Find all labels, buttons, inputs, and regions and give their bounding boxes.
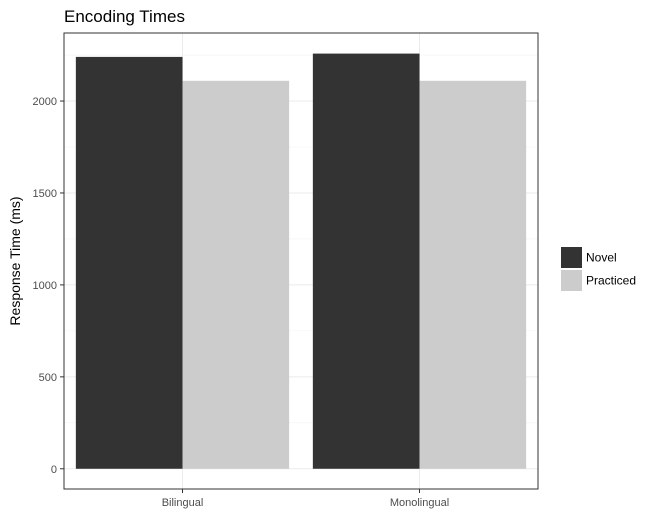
x-tick-label: Monolingual — [390, 497, 449, 509]
bar-novel-monolingual — [312, 53, 420, 469]
y-tick-label: 0 — [51, 464, 57, 476]
legend: Novel Practiced — [561, 247, 636, 291]
y-axis: 0 500 1000 1500 2000 — [33, 96, 64, 476]
bar-practiced-bilingual — [182, 80, 290, 469]
y-axis-title: Response Time (ms) — [7, 196, 23, 325]
bar-practiced-monolingual — [419, 80, 527, 469]
legend-key-practiced — [561, 270, 582, 291]
bar-novel-bilingual — [75, 56, 183, 469]
bars — [75, 53, 527, 469]
legend-label-novel: Novel — [586, 251, 617, 265]
legend-label-practiced: Practiced — [586, 274, 636, 288]
y-tick-label: 1000 — [33, 280, 57, 292]
y-tick-label: 2000 — [33, 96, 57, 108]
panel-border — [63, 32, 539, 490]
x-tick-label: Bilingual — [162, 497, 204, 509]
y-tick-label: 1500 — [33, 188, 57, 200]
x-axis: Bilingual Monolingual — [162, 489, 449, 509]
y-tick-label: 500 — [39, 372, 57, 384]
legend-key-novel — [561, 247, 582, 268]
chart-title: Encoding Times — [64, 7, 185, 26]
